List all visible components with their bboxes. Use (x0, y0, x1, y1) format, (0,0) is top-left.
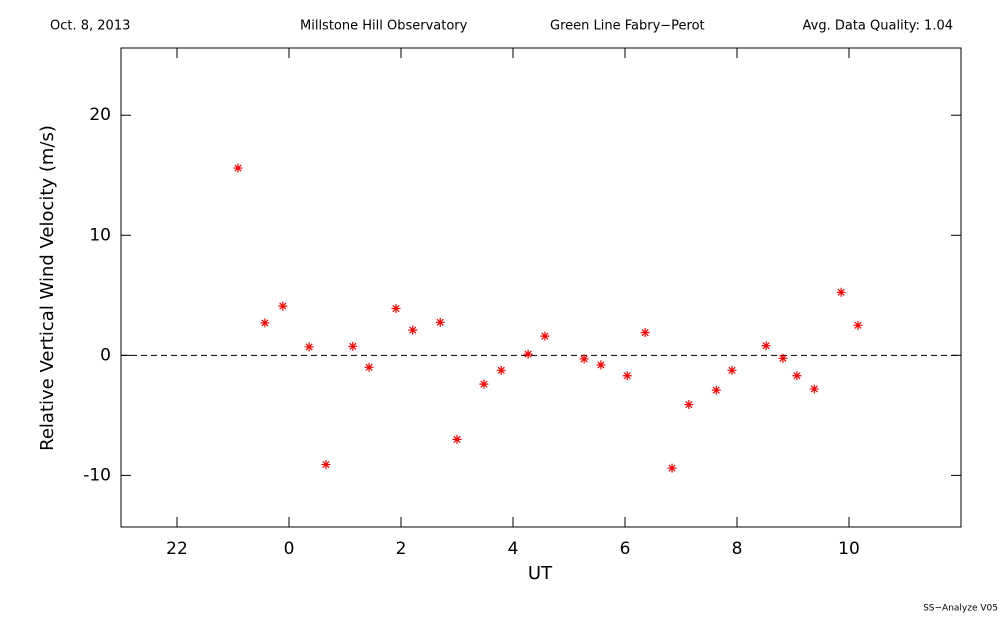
data-point (496, 365, 506, 375)
data-point (452, 434, 462, 444)
x-axis-label: UT (528, 563, 553, 584)
y-tick-label: 10 (89, 225, 111, 245)
data-point (622, 371, 632, 381)
x-tick-label: 8 (732, 539, 743, 559)
data-point (711, 385, 721, 395)
data-point (761, 341, 771, 351)
data-point (408, 325, 418, 335)
data-point (836, 287, 846, 297)
y-tick-label: 0 (100, 345, 111, 365)
y-tick-label: 20 (89, 105, 111, 125)
x-tick-label: 22 (166, 539, 188, 559)
data-point (727, 365, 737, 375)
software-label: SS−Analyze V05 (923, 604, 998, 614)
x-tick-label: 2 (396, 539, 407, 559)
data-point (260, 318, 270, 328)
x-tick-label: 6 (620, 539, 631, 559)
data-point (304, 342, 314, 352)
observatory: Millstone Hill Observatory (300, 19, 468, 34)
data-point (523, 349, 533, 359)
data-point (391, 304, 401, 314)
data-point (233, 163, 243, 173)
x-tick-label: 0 (284, 539, 295, 559)
data-point (540, 331, 550, 341)
data-point (321, 460, 331, 470)
data-point (667, 463, 677, 473)
data-point (792, 371, 802, 381)
data-point (809, 384, 819, 394)
data-point (278, 301, 288, 311)
data-point (640, 328, 650, 338)
x-tick-label: 10 (838, 539, 860, 559)
data-point (579, 354, 589, 364)
x-tick-label: 4 (508, 539, 519, 559)
y-axis-label: Relative Vertical Wind Velocity (m/s) (37, 125, 58, 451)
data-point (435, 317, 445, 327)
data-point (853, 320, 863, 330)
y-tick-label: -10 (83, 465, 111, 485)
instrument: Green Line Fabry−Perot (550, 19, 705, 34)
quality-label: Avg. Data Quality: 1.04 (803, 19, 953, 34)
plot-frame (120, 47, 962, 528)
data-point (348, 341, 358, 351)
data-point (684, 400, 694, 410)
data-point (596, 360, 606, 370)
data-point (778, 353, 788, 363)
date: Oct. 8, 2013 (50, 19, 130, 34)
data-point (479, 379, 489, 389)
data-point (364, 362, 374, 372)
